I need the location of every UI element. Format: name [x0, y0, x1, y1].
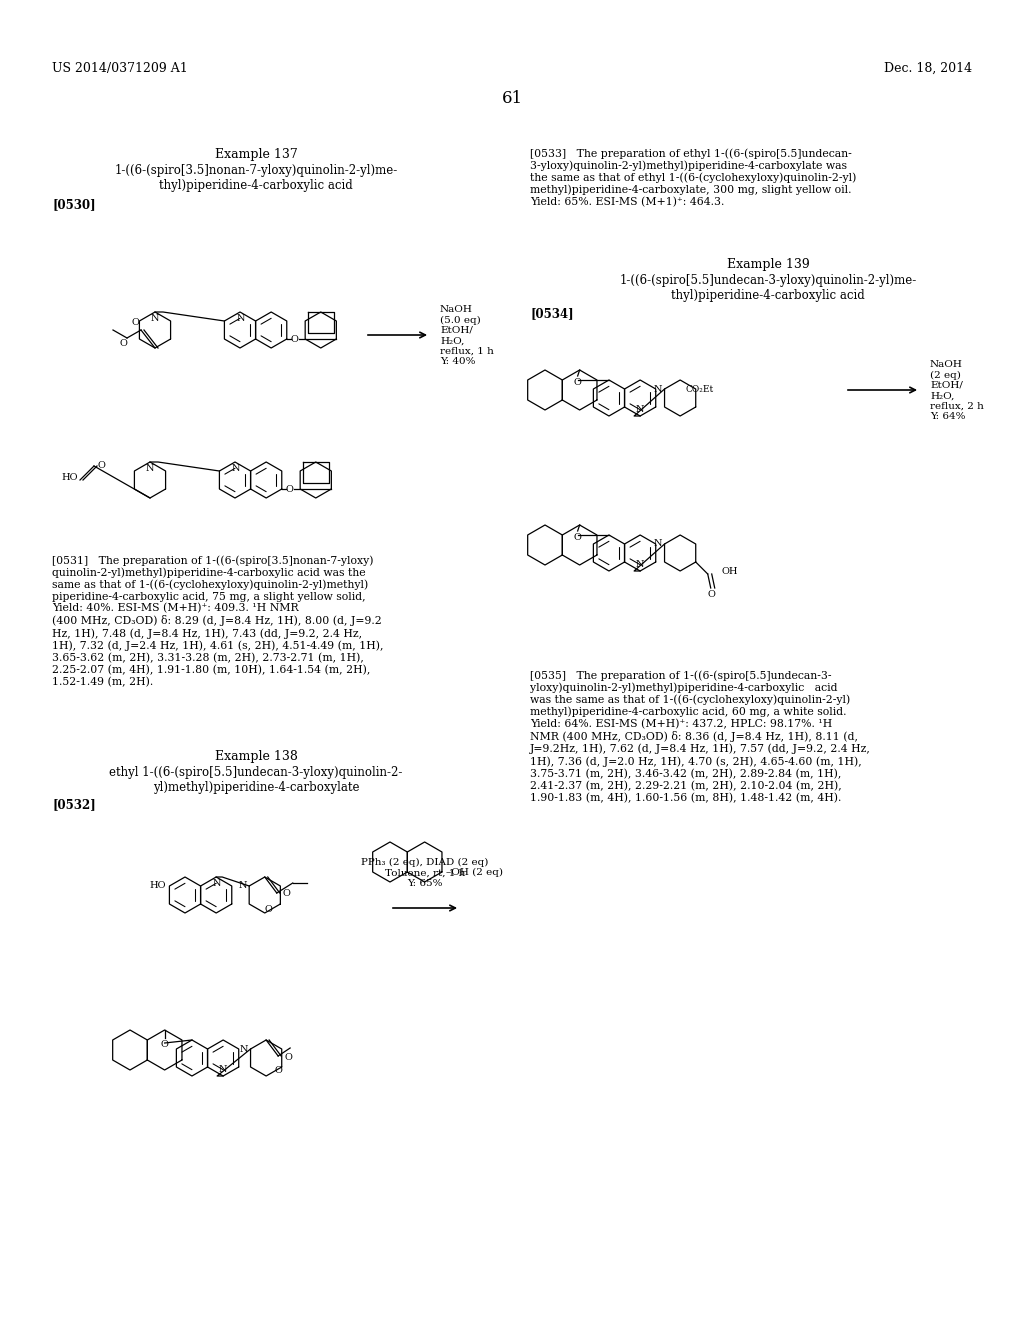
- Text: NaOH
(5.0 eq)
EtOH/
H₂O,
reflux, 1 h
Y: 40%: NaOH (5.0 eq) EtOH/ H₂O, reflux, 1 h Y: …: [440, 305, 494, 366]
- Text: ethyl 1-((6-(spiro[5.5]undecan-3-yloxy)quinolin-2-
yl)methyl)piperidine-4-carbox: ethyl 1-((6-(spiro[5.5]undecan-3-yloxy)q…: [110, 766, 402, 795]
- Text: HO: HO: [61, 474, 78, 483]
- Text: O: O: [291, 334, 299, 343]
- Text: O: O: [119, 339, 127, 348]
- Text: O: O: [573, 378, 582, 387]
- Text: [0532]: [0532]: [52, 799, 96, 810]
- Text: N: N: [239, 882, 247, 891]
- Text: O: O: [161, 1040, 169, 1049]
- Text: O: O: [708, 590, 716, 599]
- Text: N: N: [145, 465, 155, 473]
- Text: O: O: [573, 533, 582, 543]
- Text: O: O: [98, 462, 105, 470]
- Text: Dec. 18, 2014: Dec. 18, 2014: [884, 62, 972, 75]
- Text: N: N: [240, 1044, 249, 1053]
- Text: Example 137: Example 137: [215, 148, 297, 161]
- Text: O: O: [284, 1053, 292, 1063]
- Text: N: N: [636, 405, 644, 414]
- Text: –OH (2 eq): –OH (2 eq): [446, 867, 503, 876]
- Text: N: N: [151, 314, 160, 323]
- Text: N: N: [231, 465, 241, 473]
- Text: NaOH
(2 eq)
EtOH/
H₂O,
reflux, 2 h
Y: 64%: NaOH (2 eq) EtOH/ H₂O, reflux, 2 h Y: 64…: [930, 360, 984, 421]
- Text: [0534]: [0534]: [530, 308, 573, 319]
- Text: 1-((6-(spiro[3.5]nonan-7-yloxy)quinolin-2-yl)me-
thyl)piperidine-4-carboxylic ac: 1-((6-(spiro[3.5]nonan-7-yloxy)quinolin-…: [115, 164, 397, 191]
- Text: Example 139: Example 139: [727, 257, 809, 271]
- Text: N: N: [654, 384, 663, 393]
- Text: PPh₃ (2 eq), DIAD (2 eq)
Toluene, rt, 1 h
Y: 65%: PPh₃ (2 eq), DIAD (2 eq) Toluene, rt, 1 …: [361, 858, 488, 888]
- Text: O: O: [283, 888, 291, 898]
- Text: OH: OH: [722, 568, 738, 577]
- Text: N: N: [654, 540, 663, 549]
- Text: N: N: [237, 314, 246, 323]
- Text: Example 138: Example 138: [215, 750, 297, 763]
- Text: O: O: [131, 318, 139, 327]
- Text: O: O: [265, 906, 272, 913]
- Text: 61: 61: [502, 90, 522, 107]
- Text: US 2014/0371209 A1: US 2014/0371209 A1: [52, 62, 187, 75]
- Text: N: N: [213, 879, 221, 888]
- Text: CO₂Et: CO₂Et: [685, 385, 714, 393]
- Text: [0530]: [0530]: [52, 198, 95, 211]
- Text: O: O: [286, 484, 294, 494]
- Text: [0531]   The preparation of 1-((6-(spiro[3.5]nonan-7-yloxy)
quinolin-2-yl)methyl: [0531] The preparation of 1-((6-(spiro[3…: [52, 554, 384, 688]
- Text: 1-((6-(spiro[5.5]undecan-3-yloxy)quinolin-2-yl)me-
thyl)piperidine-4-carboxylic : 1-((6-(spiro[5.5]undecan-3-yloxy)quinoli…: [620, 275, 916, 302]
- Text: O: O: [274, 1067, 282, 1074]
- Text: HO: HO: [148, 882, 166, 891]
- Text: [0535]   The preparation of 1-((6-(spiro[5.5]undecan-3-
yloxy)quinolin-2-yl)meth: [0535] The preparation of 1-((6-(spiro[5…: [530, 671, 870, 803]
- Text: [0533]   The preparation of ethyl 1-((6-(spiro[5.5]undecan-
3-yloxy)quinolin-2-y: [0533] The preparation of ethyl 1-((6-(s…: [530, 148, 856, 207]
- Text: N: N: [219, 1065, 227, 1074]
- Text: N: N: [636, 560, 644, 569]
